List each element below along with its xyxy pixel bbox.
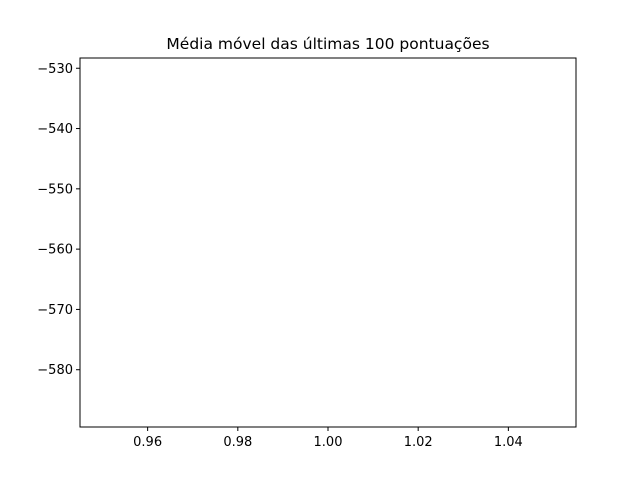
plot-area-frame (79, 57, 577, 428)
chart-title: Média móvel das últimas 100 pontuações (166, 35, 489, 53)
y-axis-ticks: −530 −540 −550 −560 −570 −580 (37, 62, 80, 378)
x-tick-label: 1.04 (494, 435, 523, 450)
y-tick-label: −550 (37, 182, 73, 197)
x-tick-label: 0.98 (223, 435, 252, 450)
x-tick-label: 0.96 (133, 435, 162, 450)
x-tick-label: 1.02 (404, 435, 433, 450)
y-tick-label: −540 (37, 122, 73, 137)
y-tick-label: −530 (37, 62, 73, 77)
x-axis-ticks: 0.96 0.98 1.00 1.02 1.04 (133, 427, 523, 450)
y-tick-label: −580 (37, 363, 73, 378)
y-tick-label: −560 (37, 243, 73, 258)
x-tick-label: 1.00 (314, 435, 343, 450)
y-tick-label: −570 (37, 303, 73, 318)
